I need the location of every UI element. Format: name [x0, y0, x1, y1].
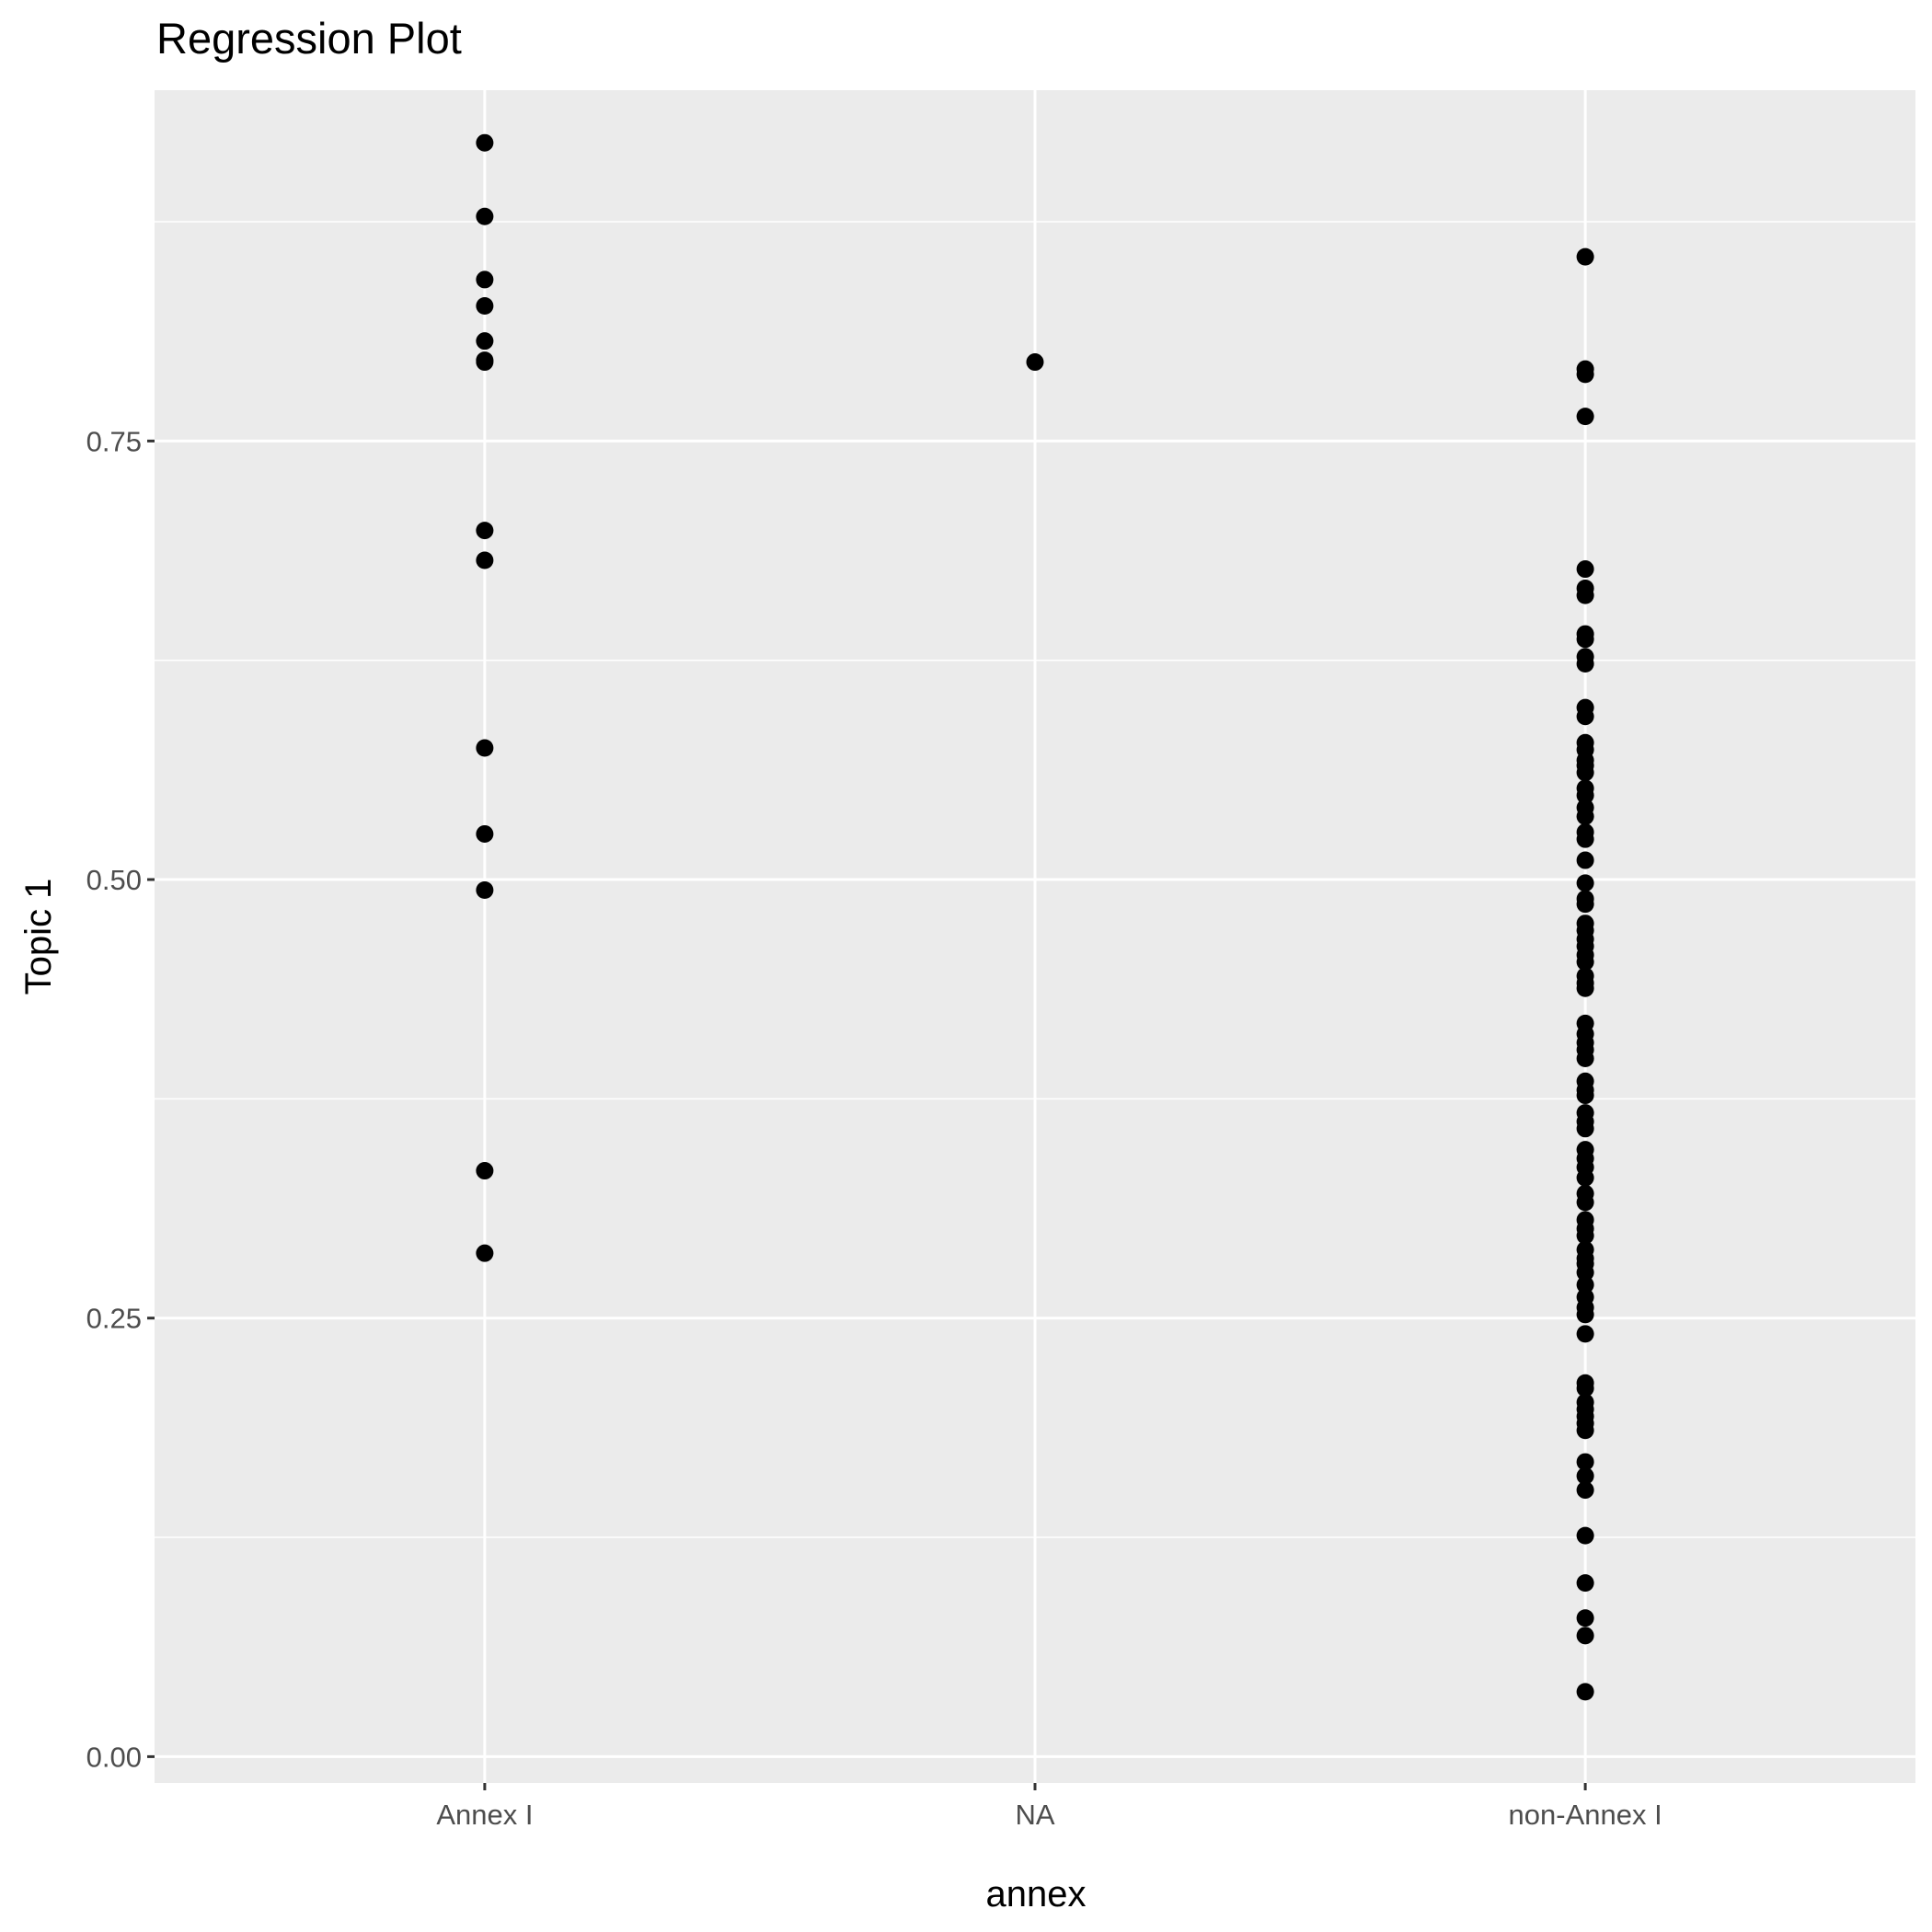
y-tick-label: 0.25 [86, 1303, 142, 1335]
data-points [476, 133, 1594, 1701]
data-point [1576, 874, 1594, 892]
data-point [1576, 247, 1594, 266]
x-tick-label: Annex I [436, 1799, 533, 1831]
y-tick-label: 0.75 [86, 425, 142, 457]
data-point [1576, 1305, 1594, 1324]
data-point [1576, 979, 1594, 997]
data-point [476, 133, 494, 152]
data-point [476, 270, 494, 289]
data-point [1576, 586, 1594, 604]
data-point [1576, 1627, 1594, 1645]
data-point [1576, 1120, 1594, 1138]
x-tick-label: non-Annex I [1509, 1799, 1662, 1831]
data-point [1576, 1574, 1594, 1593]
data-point [476, 551, 494, 569]
axes: 0.00 0.25 0.50 0.75 Annex I NA non-Annex I [86, 425, 1662, 1831]
data-point [1576, 953, 1594, 972]
x-axis-label: annex [986, 1874, 1087, 1915]
y-tick-label: 0.50 [86, 864, 142, 896]
data-point [1576, 1168, 1594, 1187]
data-point [1576, 560, 1594, 579]
data-point [476, 297, 494, 316]
data-point [476, 522, 494, 540]
data-point [476, 824, 494, 843]
data-point [1576, 1193, 1594, 1212]
data-point [1576, 408, 1594, 426]
data-point [1576, 764, 1594, 782]
y-tick-label: 0.00 [86, 1741, 142, 1773]
data-point [1576, 1226, 1594, 1245]
data-point [1576, 1609, 1594, 1627]
data-point [1576, 1325, 1594, 1343]
data-point [1576, 365, 1594, 384]
data-point [1576, 1087, 1594, 1105]
data-point [1576, 1050, 1594, 1068]
data-point [1576, 895, 1594, 914]
data-point [476, 739, 494, 757]
data-point [1026, 353, 1044, 372]
x-tick-label: NA [1015, 1799, 1054, 1831]
data-point [1576, 1263, 1594, 1282]
data-point [1576, 830, 1594, 848]
data-point [1576, 1466, 1594, 1485]
data-point [476, 880, 494, 899]
data-point [1576, 1453, 1594, 1471]
data-point [1576, 1481, 1594, 1500]
data-point [476, 1244, 494, 1262]
data-point [1576, 1379, 1594, 1397]
data-point [476, 207, 494, 225]
data-point [476, 332, 494, 351]
data-point [1576, 630, 1594, 649]
data-point [1576, 1526, 1594, 1545]
y-axis-label: Topic 1 [18, 879, 59, 995]
data-point [476, 1162, 494, 1180]
chart-title: Regression Plot [156, 14, 462, 63]
data-point [1576, 807, 1594, 825]
data-point [1576, 787, 1594, 805]
data-point [1576, 1683, 1594, 1701]
data-point [1576, 707, 1594, 726]
data-point [1576, 1421, 1594, 1440]
data-point [476, 353, 494, 372]
data-point [1576, 655, 1594, 673]
data-point [1576, 851, 1594, 869]
data-point [1576, 1275, 1594, 1294]
